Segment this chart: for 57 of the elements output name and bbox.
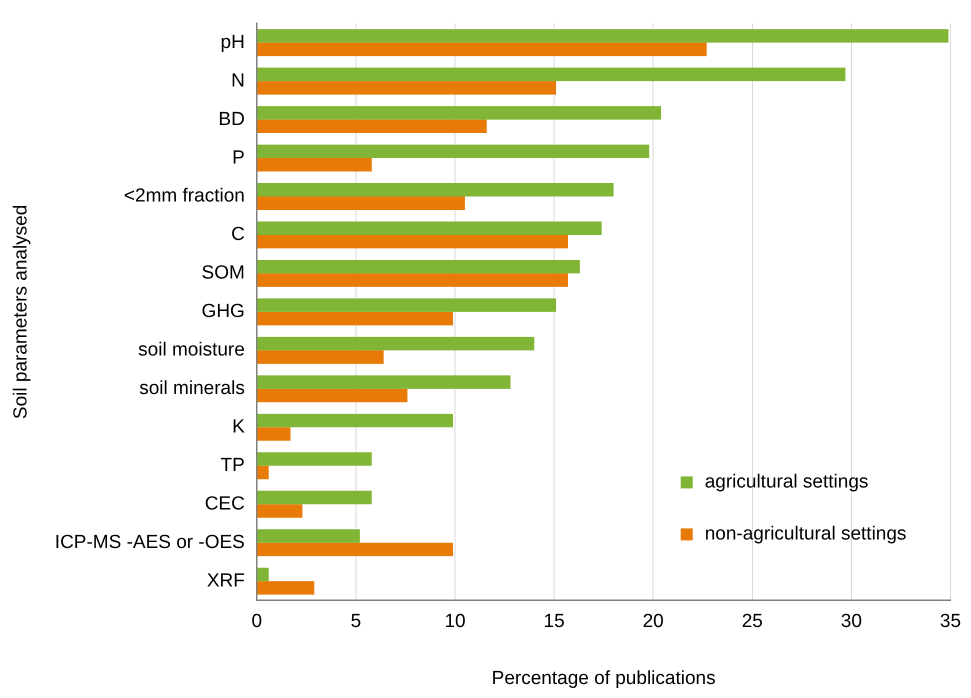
x-tick-label: 5: [350, 611, 362, 632]
y-tick-label: soil moisture: [138, 340, 245, 361]
bar: [257, 68, 846, 82]
x-tick-label: 15: [544, 611, 565, 632]
x-tick-label: 25: [742, 611, 763, 632]
bar: [257, 504, 302, 518]
y-tick-label: XRF: [206, 570, 245, 592]
bar: [257, 42, 707, 56]
y-tick-label: BD: [218, 108, 245, 130]
bar: [257, 312, 454, 326]
x-tick-label: 30: [840, 611, 862, 632]
x-tick-label: 10: [444, 611, 466, 632]
bar: [257, 158, 372, 172]
legend-label: agricultural settings: [704, 472, 868, 493]
bar: [257, 336, 534, 350]
bar: [257, 529, 360, 543]
bar: [257, 273, 568, 287]
bar: [257, 234, 568, 248]
bar: [257, 81, 556, 95]
y-tick-label: pH: [220, 32, 245, 53]
x-tick-label: 0: [252, 611, 262, 632]
y-tick-label: C: [231, 224, 245, 246]
bar: [257, 427, 291, 441]
bar: [257, 222, 602, 235]
bar: [257, 542, 454, 556]
bar: [257, 490, 372, 504]
bar: [257, 568, 269, 582]
bar: [257, 581, 314, 595]
bar: [257, 375, 510, 389]
y-tick-label: CEC: [204, 493, 245, 514]
y-tick-label: soil minerals: [139, 378, 245, 400]
y-tick-label: P: [232, 147, 245, 168]
bar: [257, 120, 487, 134]
bar: [257, 466, 269, 480]
legend-label: non-agricultural settings: [704, 524, 906, 545]
x-axis-title: Percentage of publications: [492, 668, 716, 689]
bar: [257, 414, 454, 428]
bar: [257, 106, 662, 120]
bar: [257, 350, 384, 364]
y-tick-label: N: [231, 70, 245, 92]
y-tick-label: SOM: [202, 262, 245, 284]
bar: [257, 260, 580, 274]
bar: [257, 183, 614, 196]
y-tick-label: <2mm fraction: [124, 186, 245, 207]
bar: [257, 298, 556, 312]
bar: [257, 388, 408, 402]
bar: [257, 29, 948, 43]
bar: [257, 144, 650, 158]
x-tick-label: 35: [940, 611, 962, 632]
bar: [257, 452, 372, 466]
y-tick-label: GHG: [202, 301, 245, 322]
y-axis-title: Soil parameters analysed: [10, 204, 32, 420]
x-tick-label: 20: [642, 611, 664, 632]
bar: [257, 196, 465, 210]
y-tick-label: K: [232, 416, 246, 438]
y-tick-label: ICP-MS -AES or -OES: [54, 532, 245, 553]
y-tick-label: TP: [220, 455, 245, 476]
